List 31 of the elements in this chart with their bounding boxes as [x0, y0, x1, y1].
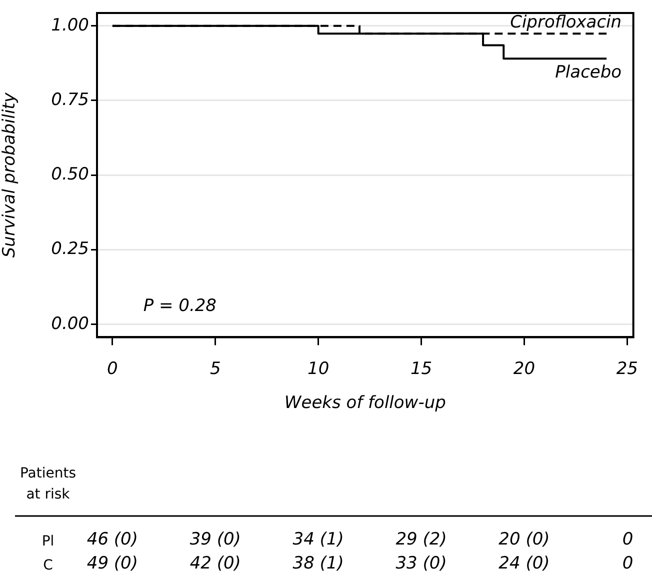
y-tick-label: 0.75 — [51, 90, 89, 110]
text: 46 (0) — [86, 529, 138, 550]
text: 0 — [622, 553, 634, 574]
text: 0 — [622, 529, 634, 550]
text: C — [43, 558, 54, 574]
text: Patients at risk — [20, 466, 76, 503]
text: 20 (0) — [498, 529, 550, 550]
series-label: Ciprofloxacin — [510, 12, 622, 33]
x-tick-label: 5 — [210, 358, 221, 379]
text: 39 (0) — [190, 529, 241, 550]
x-tick-label: 20 — [513, 358, 536, 379]
text: 24 (0) — [498, 553, 550, 574]
y-axis-title: Survival probability — [0, 92, 20, 258]
y-tick-label: 0.25 — [51, 239, 89, 260]
text: 38 (1) — [292, 553, 344, 574]
text: 42 (0) — [190, 553, 241, 574]
series-label: Placebo — [555, 62, 622, 83]
y-tick-label: 0.50 — [51, 164, 89, 185]
x-tick-label: 25 — [616, 358, 638, 379]
y-tick-label: 0.00 — [51, 314, 89, 334]
x-tick-label: 15 — [410, 358, 432, 379]
x-tick-label: 0 — [107, 358, 118, 379]
text: Pl — [42, 534, 54, 550]
annotation: P = 0.28 — [143, 296, 217, 316]
y-tick-label: 1.00 — [51, 15, 89, 36]
x-tick-label: 10 — [308, 358, 330, 379]
text: 34 (1) — [292, 529, 344, 550]
text: 33 (0) — [396, 553, 447, 574]
text: 49 (0) — [86, 553, 138, 574]
x-axis-title: Weeks of follow-up — [284, 393, 446, 414]
text: 29 (2) — [396, 529, 447, 550]
